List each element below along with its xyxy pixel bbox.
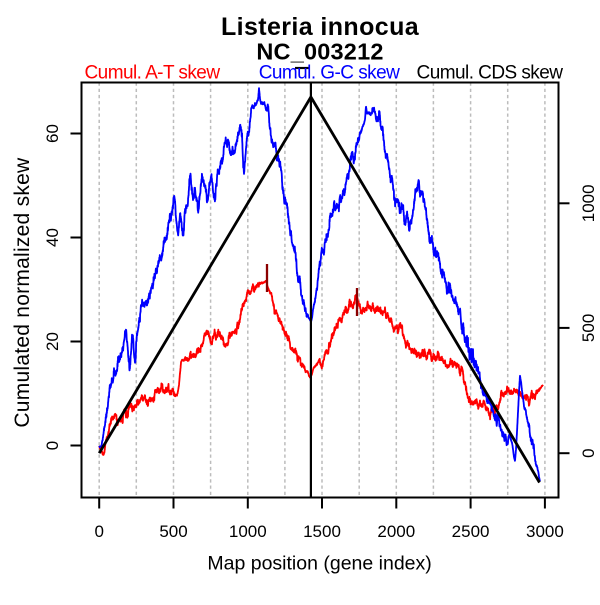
svg-text:3000: 3000 bbox=[526, 522, 564, 541]
svg-text:40: 40 bbox=[43, 228, 62, 247]
svg-text:Cumul. A-T skew: Cumul. A-T skew bbox=[85, 63, 221, 84]
svg-text:Cumul. CDS skew: Cumul. CDS skew bbox=[417, 63, 564, 84]
svg-text:20: 20 bbox=[43, 332, 62, 351]
svg-text:1000: 1000 bbox=[579, 184, 598, 222]
svg-text:500: 500 bbox=[579, 314, 598, 342]
svg-text:Cumul. G-C skew: Cumul. G-C skew bbox=[259, 63, 400, 84]
svg-text:2500: 2500 bbox=[452, 522, 490, 541]
svg-text:60: 60 bbox=[43, 124, 62, 143]
svg-text:0: 0 bbox=[94, 522, 103, 541]
svg-text:Map position (gene index): Map position (gene index) bbox=[207, 553, 431, 575]
svg-text:2000: 2000 bbox=[377, 522, 415, 541]
svg-text:0: 0 bbox=[579, 448, 598, 457]
svg-text:1000: 1000 bbox=[229, 522, 267, 541]
svg-text:1500: 1500 bbox=[303, 522, 341, 541]
svg-text:Listeria innocua: Listeria innocua bbox=[221, 13, 420, 41]
svg-text:NC_003212: NC_003212 bbox=[256, 39, 383, 65]
svg-text:0: 0 bbox=[43, 441, 62, 450]
svg-text:Cumulated normalized skew: Cumulated normalized skew bbox=[11, 157, 34, 428]
svg-text:500: 500 bbox=[159, 522, 187, 541]
